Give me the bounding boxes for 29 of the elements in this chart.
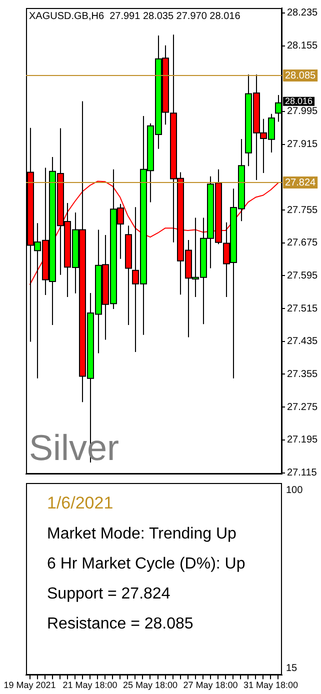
y-tick-label: 27.515 xyxy=(287,303,318,314)
category-label: 19 May 2021 xyxy=(4,680,56,690)
text: Resistance = 28.085 xyxy=(47,615,194,632)
text: 28.016 xyxy=(285,96,313,106)
y-tick-label: 27.275 xyxy=(287,402,318,413)
y-tick-label: 27.915 xyxy=(287,139,318,150)
y-tick-label: 27.435 xyxy=(287,336,318,348)
text: Market Mode: Trending Up xyxy=(47,525,237,542)
ref-line-label: 28.085 xyxy=(285,70,316,82)
y-tick-label: 27.595 xyxy=(287,270,318,282)
y-tick-label: 28.155 xyxy=(287,40,318,52)
text: 6 Hr Market Cycle (D%): Up xyxy=(47,555,246,572)
ref-line-label: 27.824 xyxy=(285,177,316,188)
category-label: 25 May 18:00 xyxy=(122,680,178,690)
chart-title: XAGUSD.GB,H6 27.991 28.035 27.970 28.016 xyxy=(29,10,241,22)
y-tick-label: 27.675 xyxy=(287,238,318,249)
category-label: 27 May 18:00 xyxy=(183,680,238,690)
y-tick-label: 27.115 xyxy=(287,468,318,479)
y-tick-label: 27.995 xyxy=(287,106,318,118)
y-tick-label: 28.235 xyxy=(287,8,318,19)
category-label: 21 May 18:00 xyxy=(62,680,118,690)
text: 1/6/2021 xyxy=(47,494,114,513)
y-tick-label: 27.355 xyxy=(287,368,318,380)
text: Support = 27.824 xyxy=(47,585,170,602)
y-tick-label: 27.755 xyxy=(287,204,318,216)
text: 100 xyxy=(286,484,304,496)
text: 15 xyxy=(286,662,298,674)
category-label: 31 May 18:00 xyxy=(243,680,298,690)
y-tick-label: 27.195 xyxy=(287,434,318,446)
